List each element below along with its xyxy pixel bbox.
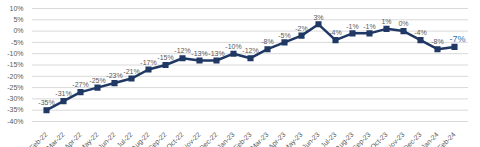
svg-text:-10%: -10% <box>225 43 241 50</box>
svg-text:-25%: -25% <box>89 77 105 84</box>
svg-text:-35%: -35% <box>7 106 23 113</box>
svg-text:-15%: -15% <box>157 54 173 61</box>
svg-text:-4%: -4% <box>329 29 341 36</box>
svg-text:-23%: -23% <box>106 72 122 79</box>
svg-text:-5%: -5% <box>278 32 290 39</box>
svg-text:-21%: -21% <box>123 68 139 75</box>
svg-text:Jun-22: Jun-22 <box>97 131 117 147</box>
svg-text:-10%: -10% <box>7 50 23 57</box>
svg-text:-27%: -27% <box>72 81 88 88</box>
svg-text:-8%: -8% <box>261 38 273 45</box>
svg-text:-1%: -1% <box>346 23 358 30</box>
svg-text:10%: 10% <box>9 5 23 12</box>
svg-text:0%: 0% <box>13 27 23 34</box>
svg-text:-40%: -40% <box>7 118 23 125</box>
svg-text:-13%: -13% <box>191 50 207 57</box>
svg-text:-20%: -20% <box>7 73 23 80</box>
svg-text:1%: 1% <box>381 18 391 25</box>
svg-text:-5%: -5% <box>11 39 23 46</box>
svg-text:0%: 0% <box>398 20 408 27</box>
svg-text:-15%: -15% <box>7 61 23 68</box>
svg-text:-17%: -17% <box>140 59 156 66</box>
svg-text:-35%: -35% <box>38 99 54 106</box>
svg-text:-8%: -8% <box>431 38 443 45</box>
svg-text:-25%: -25% <box>7 84 23 91</box>
svg-text:-13%: -13% <box>208 50 224 57</box>
svg-text:3%: 3% <box>313 14 323 21</box>
svg-text:-12%: -12% <box>174 47 190 54</box>
svg-text:-2%: -2% <box>295 25 307 32</box>
svg-text:-1%: -1% <box>363 23 375 30</box>
svg-text:-7%: -7% <box>449 34 465 44</box>
svg-text:5%: 5% <box>13 16 23 23</box>
svg-text:-31%: -31% <box>55 90 71 97</box>
svg-text:Jun-23: Jun-23 <box>301 131 321 147</box>
svg-text:Feb-24: Feb-24 <box>436 131 457 147</box>
svg-text:-30%: -30% <box>7 95 23 102</box>
svg-text:-4%: -4% <box>414 29 426 36</box>
svg-text:-12%: -12% <box>242 47 258 54</box>
